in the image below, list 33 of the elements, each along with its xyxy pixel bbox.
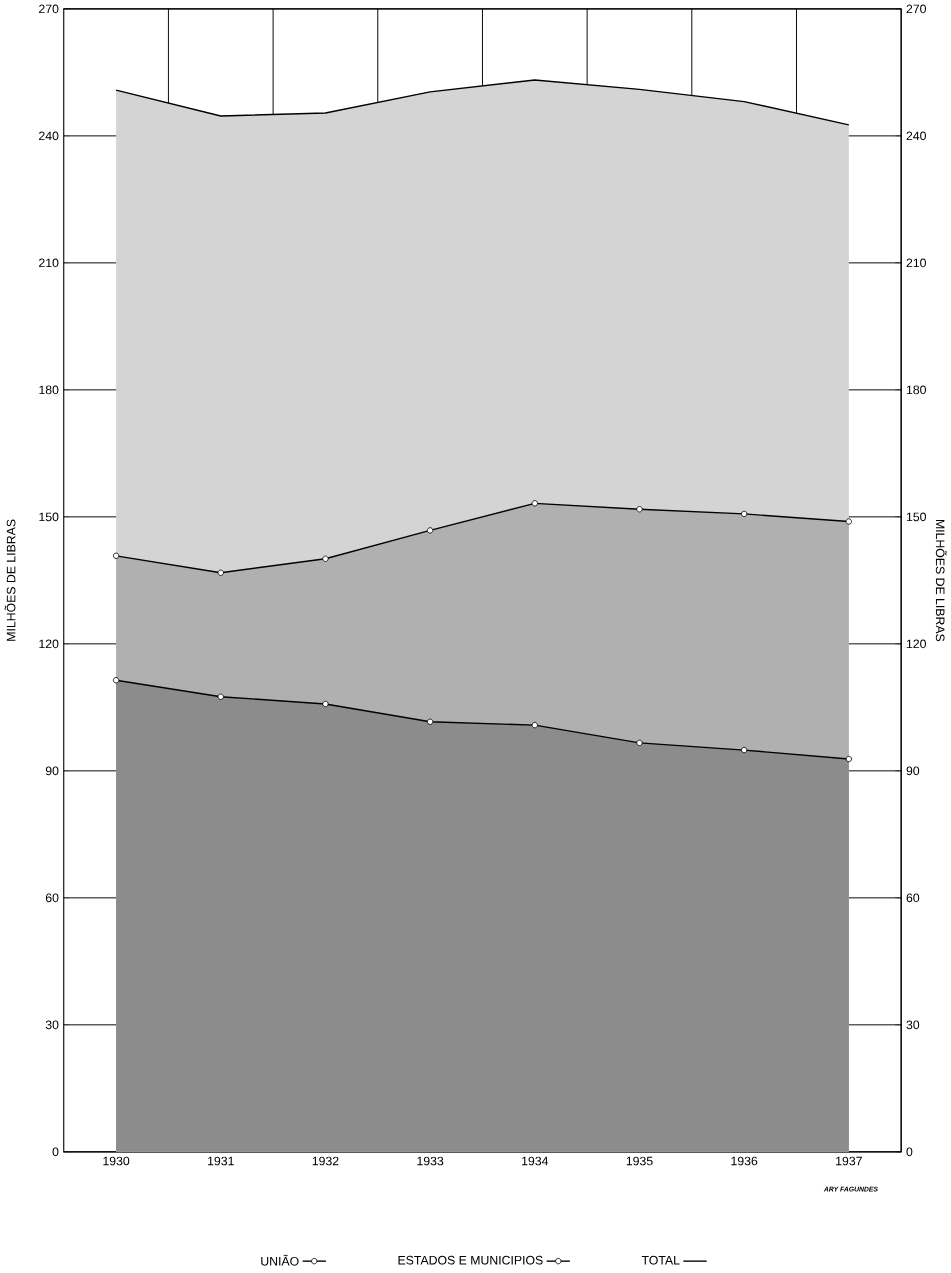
y2-tick-label: 0	[906, 1147, 913, 1157]
y-tick-label: 240	[38, 131, 59, 141]
x-tick-label: 1930	[103, 1156, 130, 1166]
y2-tick-label: 270	[906, 4, 926, 14]
y-tick-label: 0	[52, 1147, 59, 1157]
x-tick-label: 1937	[835, 1156, 862, 1166]
y2-tick-label: 240	[906, 131, 926, 141]
x-tick-label: 1936	[731, 1156, 758, 1166]
y2-tick-label: 150	[906, 512, 926, 522]
x-tick-label: 1932	[312, 1156, 339, 1166]
y2-tick-label: 30	[906, 1020, 920, 1030]
y-tick-label: 150	[39, 512, 59, 522]
y-tick-label: 270	[38, 4, 59, 14]
y-tick-label: 120	[39, 639, 59, 649]
y-tick-label: 180	[39, 385, 59, 395]
y-tick-label: 60	[45, 893, 59, 903]
y-tick-label: 210	[38, 258, 59, 268]
y2-tick-label: 120	[906, 639, 926, 649]
legend-label: UNIÃO	[261, 1254, 299, 1266]
y2-tick-label: 60	[906, 893, 920, 903]
x-tick-label: 1933	[417, 1156, 444, 1166]
y-axis-title: MILHÕES DE LIBRAS	[4, 519, 16, 641]
y-tick-label: 30	[45, 1020, 59, 1030]
x-tick-label: 1934	[521, 1156, 548, 1166]
x-tick-label: 1931	[207, 1156, 234, 1166]
y2-tick-label: 90	[906, 766, 920, 776]
y2-tick-label: 210	[906, 258, 926, 268]
legend-label: ESTADOS E MUNICIPIOS	[398, 1255, 543, 1265]
legend-label: TOTAL	[641, 1255, 680, 1265]
y2-axis-title: MILHÕES DE LIBRAS	[935, 519, 947, 642]
x-tick-label: 1935	[626, 1156, 653, 1166]
y2-tick-label: 180	[906, 385, 926, 395]
y-tick-label: 90	[45, 766, 59, 776]
